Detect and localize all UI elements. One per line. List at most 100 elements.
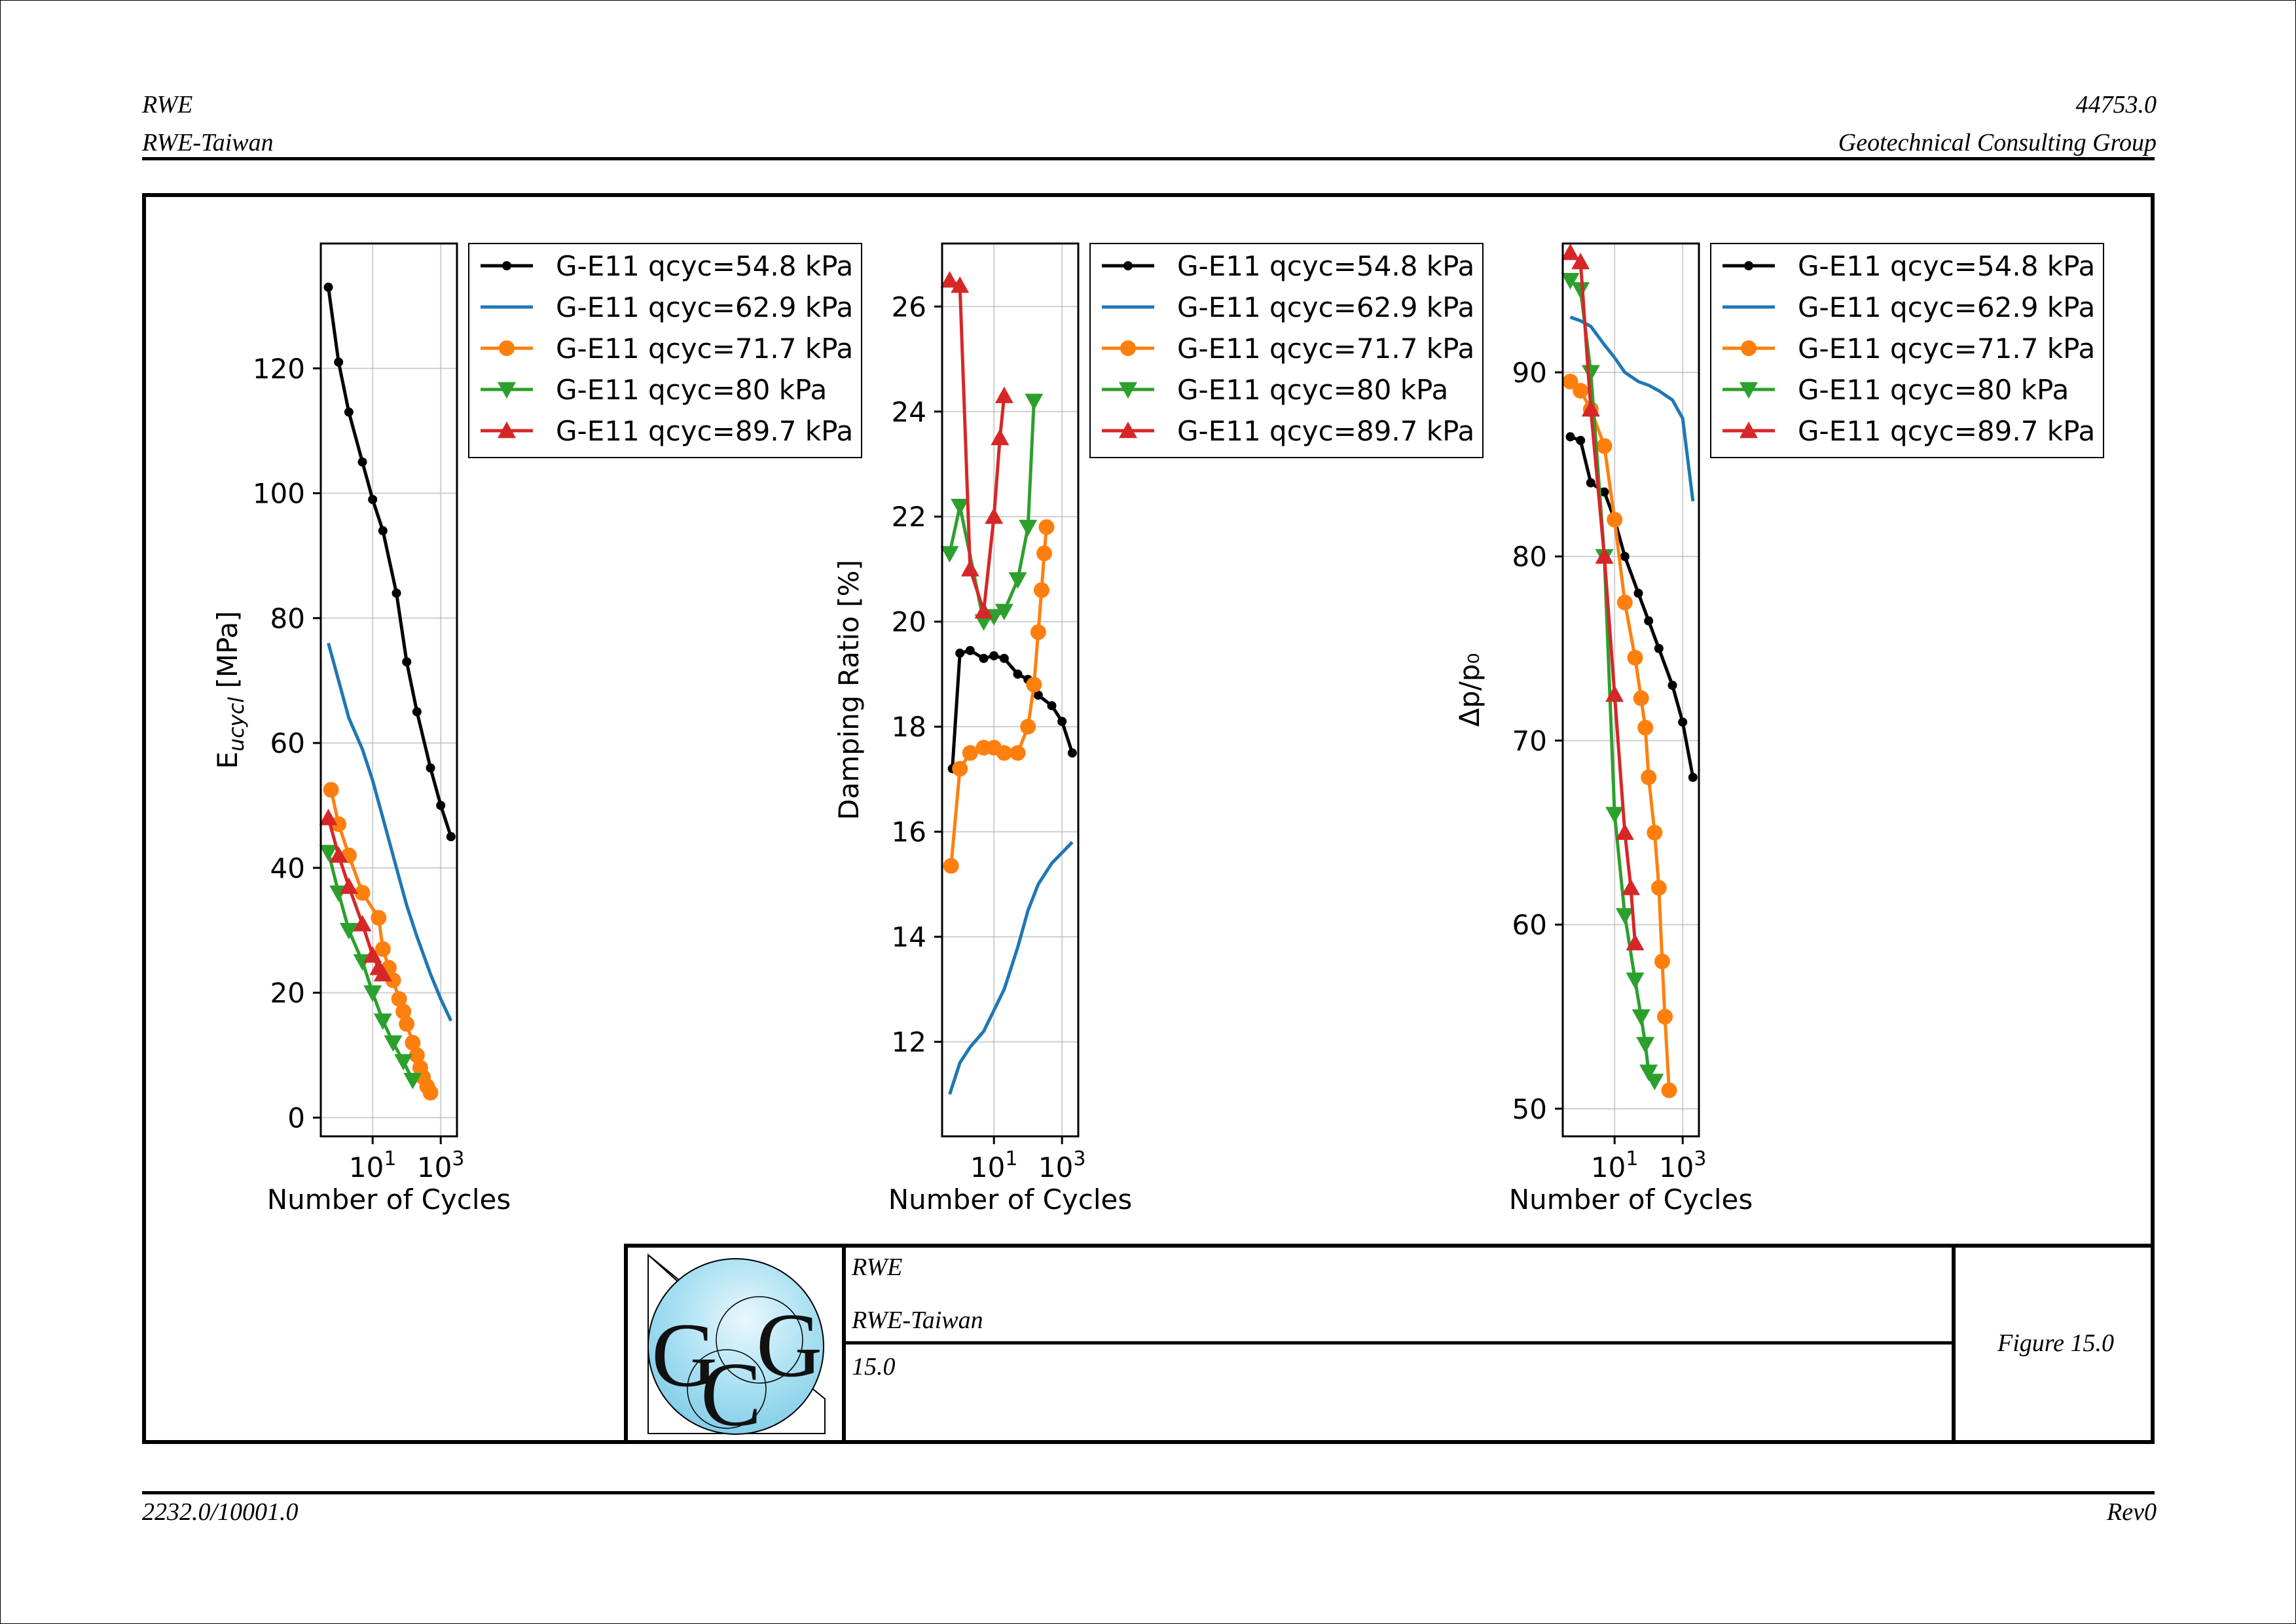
- legend-marker: [1740, 422, 1758, 439]
- y-tick-label: 40: [270, 852, 305, 884]
- data-point: [994, 604, 1013, 621]
- x-tick-label: 101: [349, 1147, 397, 1183]
- x-axis-label: Number of Cycles: [1509, 1183, 1753, 1216]
- data-point: [1636, 1037, 1655, 1054]
- legend-marker: [499, 340, 515, 356]
- legend: G-E11 qcyc=54.8 kPa G-E11 qcyc=62.9 kPa G-…: [1710, 243, 2104, 458]
- data-point: [1020, 719, 1036, 735]
- data-point: [1626, 933, 1645, 950]
- legend-marker: [498, 382, 516, 399]
- series-5: [1561, 244, 1645, 950]
- footer-left: 2232.0/10001.0: [142, 1498, 299, 1526]
- y-tick-label: 26: [892, 291, 926, 323]
- series-line: [949, 278, 1006, 613]
- header-rule: [142, 157, 2155, 160]
- series-line: [948, 840, 1074, 1095]
- series-line: [1569, 316, 1695, 502]
- data-point: [1033, 691, 1043, 700]
- x-tick-label: 101: [1591, 1147, 1639, 1183]
- legend-label: G-E11 qcyc=89.7 kPa: [556, 415, 853, 447]
- data-point: [1678, 717, 1688, 727]
- series-1: [323, 282, 456, 842]
- legend-label: G-E11 qcyc=80 kPa: [1177, 374, 1448, 406]
- y-tick-label: 90: [1512, 357, 1547, 389]
- y-tick-label: 24: [892, 396, 926, 428]
- y-axis-label: Eucycl [MPa]: [211, 611, 249, 768]
- y-tick-label: 100: [253, 478, 305, 510]
- legend-label: G-E11 qcyc=80 kPa: [1798, 374, 2069, 406]
- y-tick-label: 60: [270, 727, 305, 759]
- data-point: [1571, 253, 1590, 270]
- data-point: [436, 801, 446, 810]
- data-point: [344, 407, 354, 417]
- data-point: [1038, 519, 1055, 535]
- data-point: [1661, 1082, 1677, 1098]
- x-axis-label: Number of Cycles: [888, 1183, 1133, 1216]
- series-4: [319, 844, 422, 1090]
- data-point: [1025, 393, 1044, 410]
- data-point: [1654, 953, 1670, 969]
- gcg-logo: G C G: [647, 1253, 826, 1439]
- data-point: [368, 495, 378, 505]
- data-point: [1576, 435, 1586, 445]
- data-point: [955, 648, 965, 658]
- y-tick-label: 80: [270, 602, 305, 634]
- data-point: [329, 846, 348, 863]
- data-point: [1047, 701, 1057, 711]
- legend-marker: [1120, 340, 1136, 356]
- title-block-logo-divider: [842, 1244, 846, 1444]
- legend-label: G-E11 qcyc=71.7 kPa: [1177, 333, 1474, 365]
- y-tick-label: 20: [270, 977, 305, 1009]
- data-point: [991, 428, 1010, 446]
- data-point: [1561, 244, 1580, 261]
- axes-frame: [1561, 242, 1700, 1138]
- logo-circle: [647, 1258, 824, 1435]
- data-point: [422, 1085, 439, 1101]
- legend-label: G-E11 qcyc=89.7 kPa: [1798, 415, 2095, 447]
- legend-label: G-E11 qcyc=80 kPa: [556, 374, 827, 406]
- data-point: [940, 546, 959, 563]
- legend-label: G-E11 qcyc=62.9 kPa: [1177, 291, 1474, 323]
- data-point: [1639, 1064, 1658, 1081]
- data-point: [960, 560, 979, 577]
- data-point: [962, 745, 978, 761]
- data-point: [378, 526, 388, 535]
- title-block-client: RWE: [852, 1254, 903, 1281]
- data-point: [1573, 382, 1589, 399]
- legend-marker: [1740, 382, 1758, 399]
- title-block-number: 15.0: [852, 1353, 896, 1380]
- y-tick-label: 120: [253, 353, 305, 385]
- y-tick-label: 16: [892, 816, 926, 848]
- data-point: [403, 1072, 422, 1090]
- data-point: [1637, 719, 1654, 736]
- data-point: [1565, 432, 1575, 442]
- data-point: [354, 885, 371, 901]
- data-point: [353, 914, 372, 931]
- data-point: [1605, 806, 1624, 823]
- y-tick-label: 0: [287, 1102, 305, 1134]
- data-point: [1581, 365, 1600, 382]
- data-point: [399, 1016, 415, 1032]
- legend-marker: [1119, 422, 1137, 439]
- data-point: [1605, 685, 1624, 702]
- y-axis-label: Damping Ratio [%]: [833, 560, 865, 820]
- series-3: [943, 519, 1055, 874]
- data-point: [1599, 487, 1609, 497]
- data-point: [1627, 649, 1643, 666]
- title-block-row-divider: [846, 1341, 1952, 1344]
- y-tick-label: 22: [892, 501, 926, 533]
- data-point: [373, 1013, 392, 1030]
- data-point: [1645, 1074, 1664, 1091]
- header-left-line2: RWE-Taiwan: [142, 129, 274, 156]
- title-block: [624, 1244, 2155, 1444]
- data-point: [1036, 545, 1052, 562]
- legend-label: G-E11 qcyc=89.7 kPa: [1177, 415, 1474, 447]
- axes-frame: [319, 242, 458, 1138]
- data-point: [965, 645, 975, 655]
- logo-letter-c: C: [701, 1344, 761, 1439]
- title-block-figure-divider: [1952, 1244, 1956, 1444]
- header-left-line1: RWE: [142, 91, 193, 118]
- data-point: [374, 941, 391, 957]
- data-point: [985, 507, 1004, 524]
- data-point: [1013, 669, 1023, 679]
